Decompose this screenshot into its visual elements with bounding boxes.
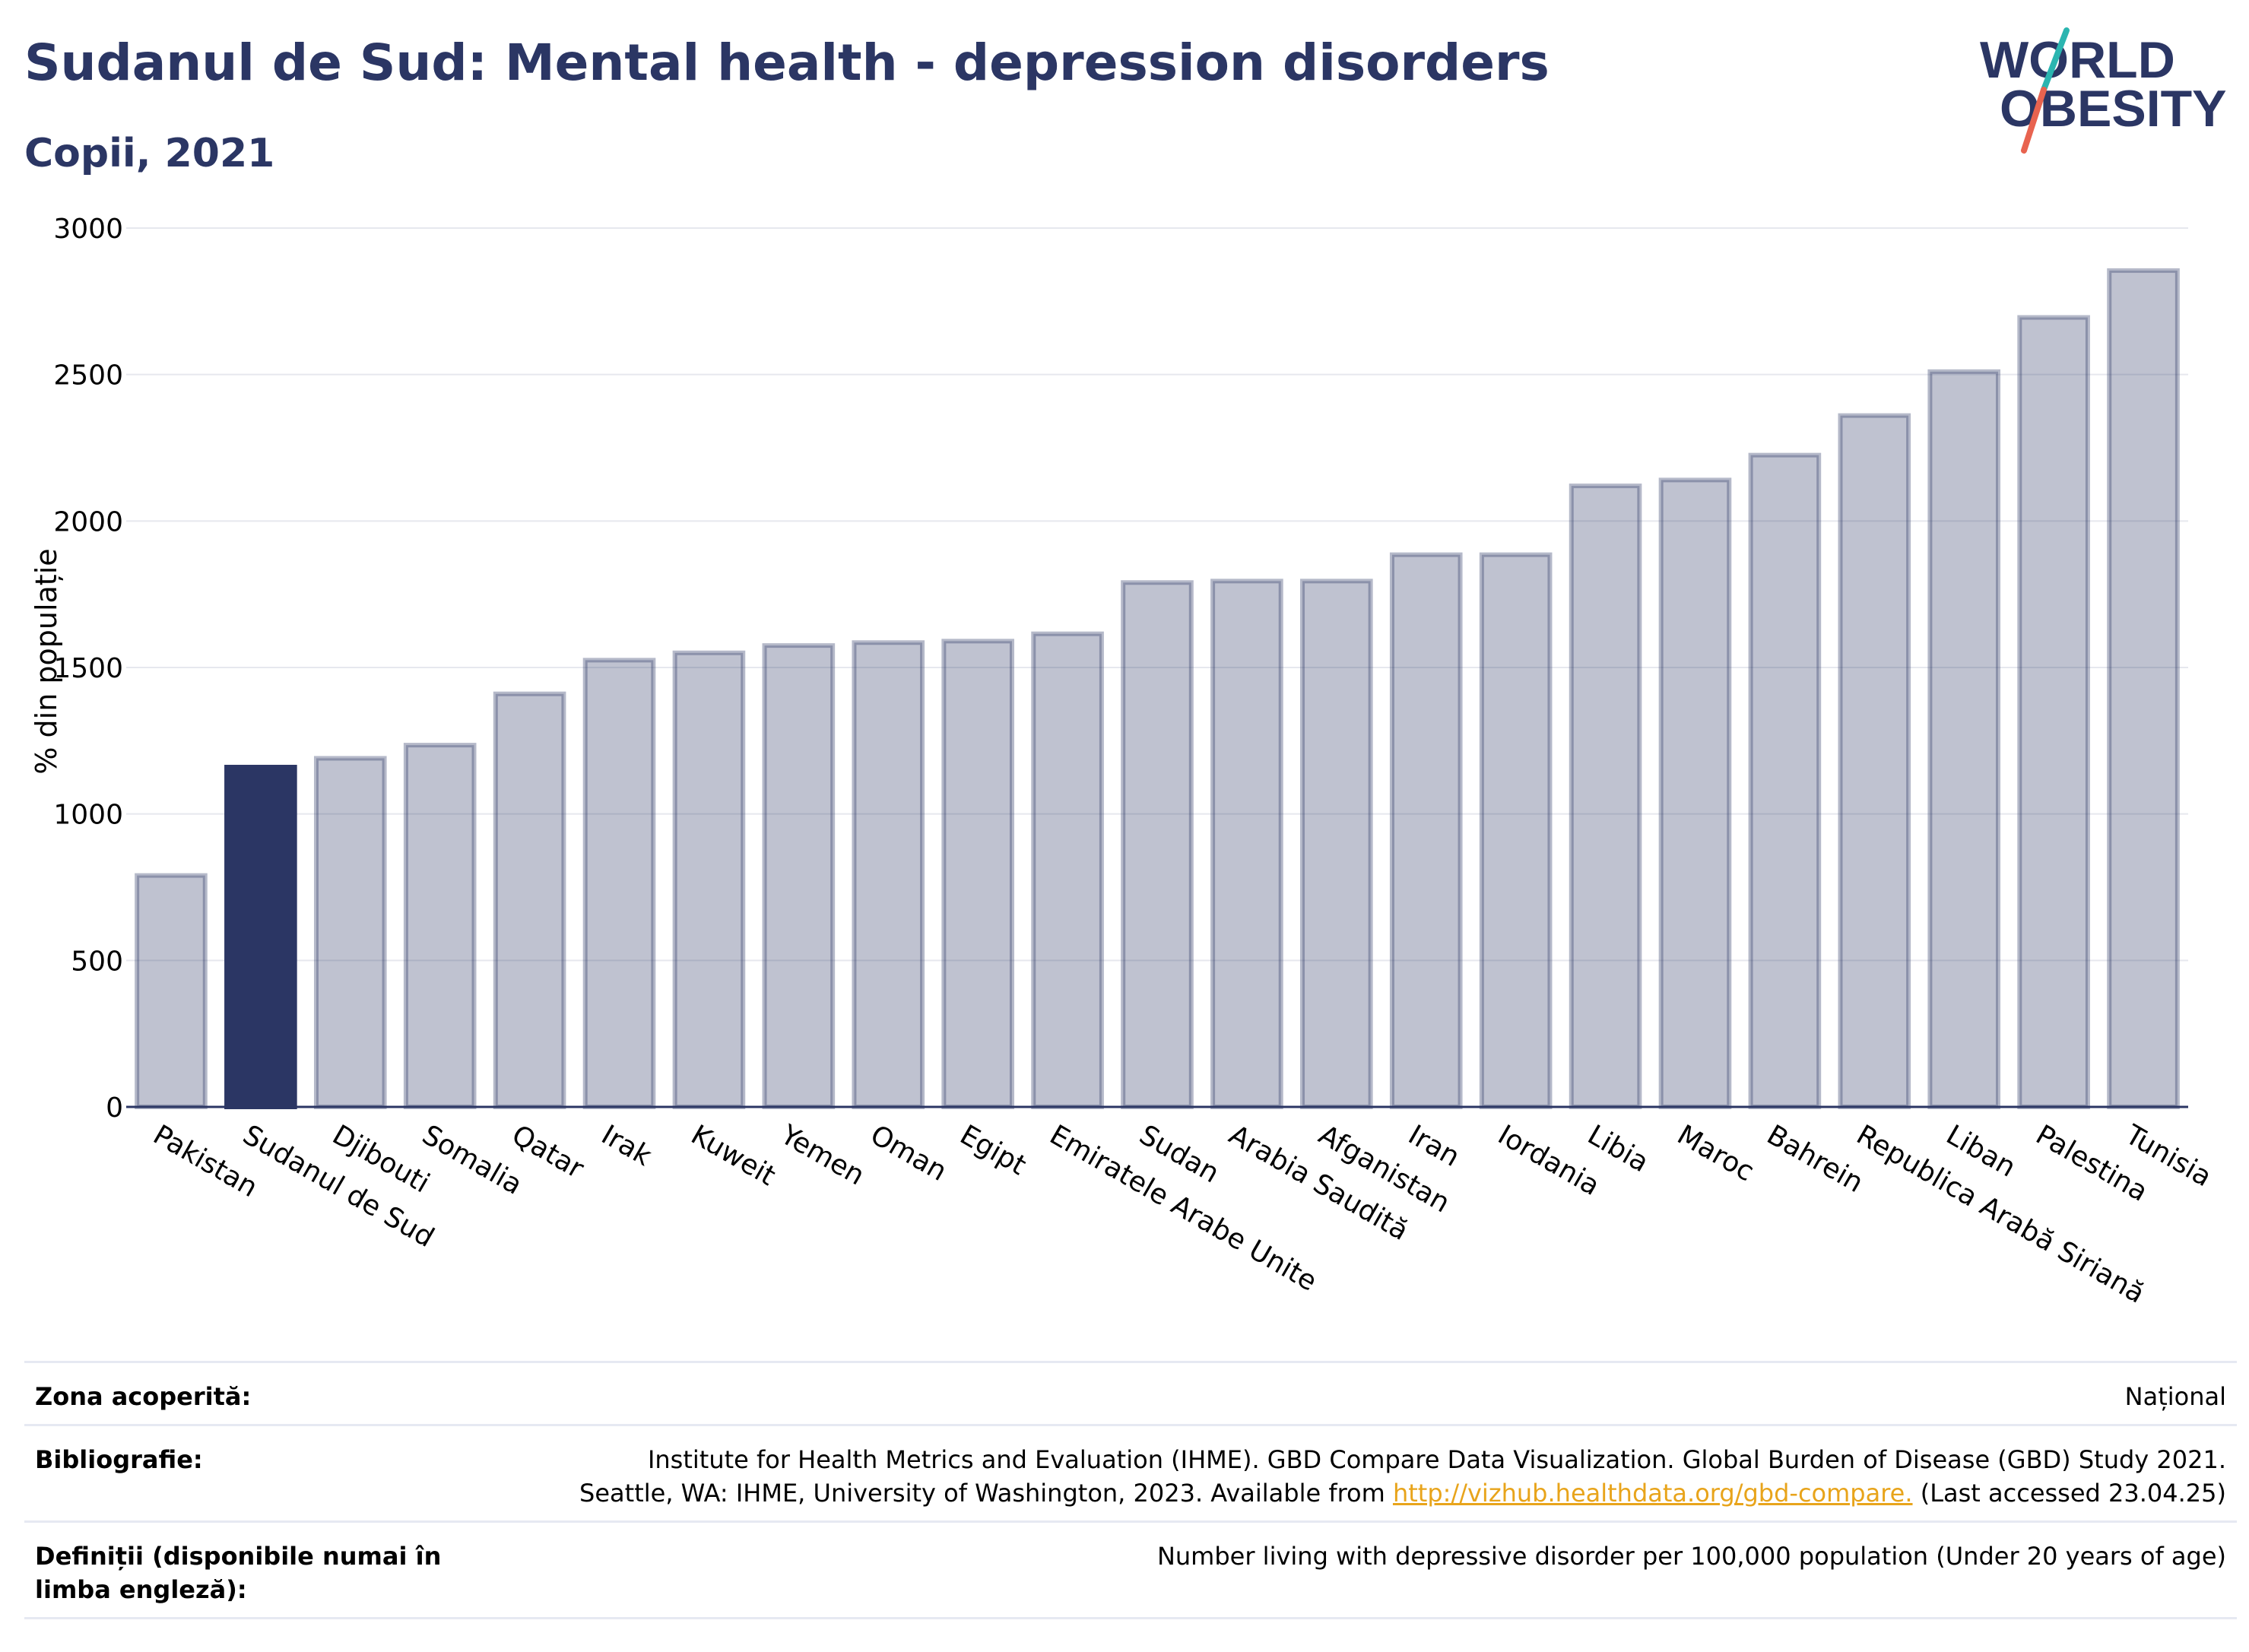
x-tick-label: Iordania: [1492, 1119, 1604, 1202]
definitions-label: Definiții (disponibile numai în limba en…: [35, 1542, 442, 1604]
x-tick-label: Iran: [1403, 1119, 1464, 1173]
bar-oman: [852, 640, 925, 1109]
chart-title: Sudanul de Sud: Mental health - depressi…: [24, 33, 1550, 92]
bar-emiratele-arabe-unite: [1031, 631, 1104, 1109]
world-obesity-logo: WORLD OBESITY: [1980, 27, 2227, 154]
bar-tunisia: [2107, 268, 2180, 1110]
y-tick-label: 3000: [53, 214, 123, 245]
y-tick-label: 1500: [53, 653, 123, 684]
bar-egipt: [941, 639, 1014, 1109]
x-tick-label: Kuweit: [686, 1119, 781, 1192]
definitions-value: Number living with depressive disorder p…: [1156, 1542, 2226, 1571]
x-tick-label: Yemen: [775, 1119, 870, 1192]
coverage-value: Național: [2124, 1382, 2226, 1411]
bar-pakistan: [135, 873, 208, 1109]
y-axis-ticks: 0 500 1000 1500 2000 2500 3000: [53, 214, 123, 1124]
chart-footer: Zona acoperită: Național Bibliografie: I…: [24, 1361, 2237, 1619]
y-axis-label: % din populație: [30, 548, 63, 774]
footer-bottom-rule: [24, 1617, 2237, 1619]
y-tick-label: 2500: [53, 360, 123, 392]
x-tick-label: Maroc: [1672, 1119, 1759, 1187]
gbd-compare-link[interactable]: http://vizhub.healthdata.org/gbd-compare…: [1392, 1479, 1913, 1508]
bar-sudan: [1121, 580, 1194, 1109]
bar-djibouti: [313, 756, 387, 1109]
footer-row-coverage: Zona acoperită: Național: [24, 1361, 2237, 1424]
bar-somalia: [403, 743, 477, 1109]
y-tick-label: 1000: [53, 800, 123, 831]
bar-iran: [1389, 552, 1463, 1109]
bar-qatar: [493, 691, 566, 1109]
bar-chart: 0 500 1000 1500 2000 2500 3000 PakistanSudanul…: [30, 214, 2217, 1310]
y-tick-label: 500: [71, 946, 123, 977]
bars: [135, 268, 2180, 1110]
bar-sudanul-de-sud: [224, 765, 297, 1109]
bibliography-label: Bibliografie:: [35, 1445, 203, 1474]
bar-iordania: [1479, 552, 1553, 1109]
y-tick-label: 0: [106, 1092, 123, 1124]
bar-irak: [582, 658, 656, 1109]
y-tick-label: 2000: [53, 506, 123, 537]
bar-maroc: [1658, 477, 1732, 1109]
logo-text-world: WORLD: [1980, 31, 2175, 89]
footer-row-bibliography: Bibliografie: Institute for Health Metri…: [24, 1424, 2237, 1520]
bibliography-line1: Institute for Health Metrics and Evaluat…: [647, 1445, 2226, 1474]
chart-subtitle: Copii, 2021: [24, 131, 275, 176]
bibliography-line2: Seattle, WA: IHME, University of Washing…: [579, 1479, 2226, 1508]
bar-kuweit: [672, 650, 746, 1109]
bar-bahrein: [1748, 452, 1822, 1109]
bar-afganistan: [1300, 579, 1373, 1109]
x-tick-label: Irak: [596, 1119, 657, 1172]
grid-lines: [126, 227, 2188, 962]
bibliography-value: Institute for Health Metrics and Evaluat…: [554, 1443, 2226, 1510]
bar-libia: [1569, 484, 1642, 1109]
bar-palestina: [2017, 315, 2090, 1110]
footer-row-definitions: Definiții (disponibile numai în limba en…: [24, 1520, 2237, 1617]
x-tick-label: Oman: [865, 1119, 952, 1187]
bar-yemen: [762, 643, 836, 1109]
x-tick-label: Bahrein: [1762, 1119, 1868, 1199]
coverage-label: Zona acoperită:: [35, 1382, 252, 1411]
bar-republica-arabă-siriană: [1838, 413, 1911, 1109]
x-tick-label: Egipt: [955, 1119, 1032, 1181]
bar-liban: [1927, 369, 2001, 1109]
bar-arabia-saudită: [1210, 579, 1283, 1109]
x-tick-label: Somalia: [417, 1119, 527, 1201]
